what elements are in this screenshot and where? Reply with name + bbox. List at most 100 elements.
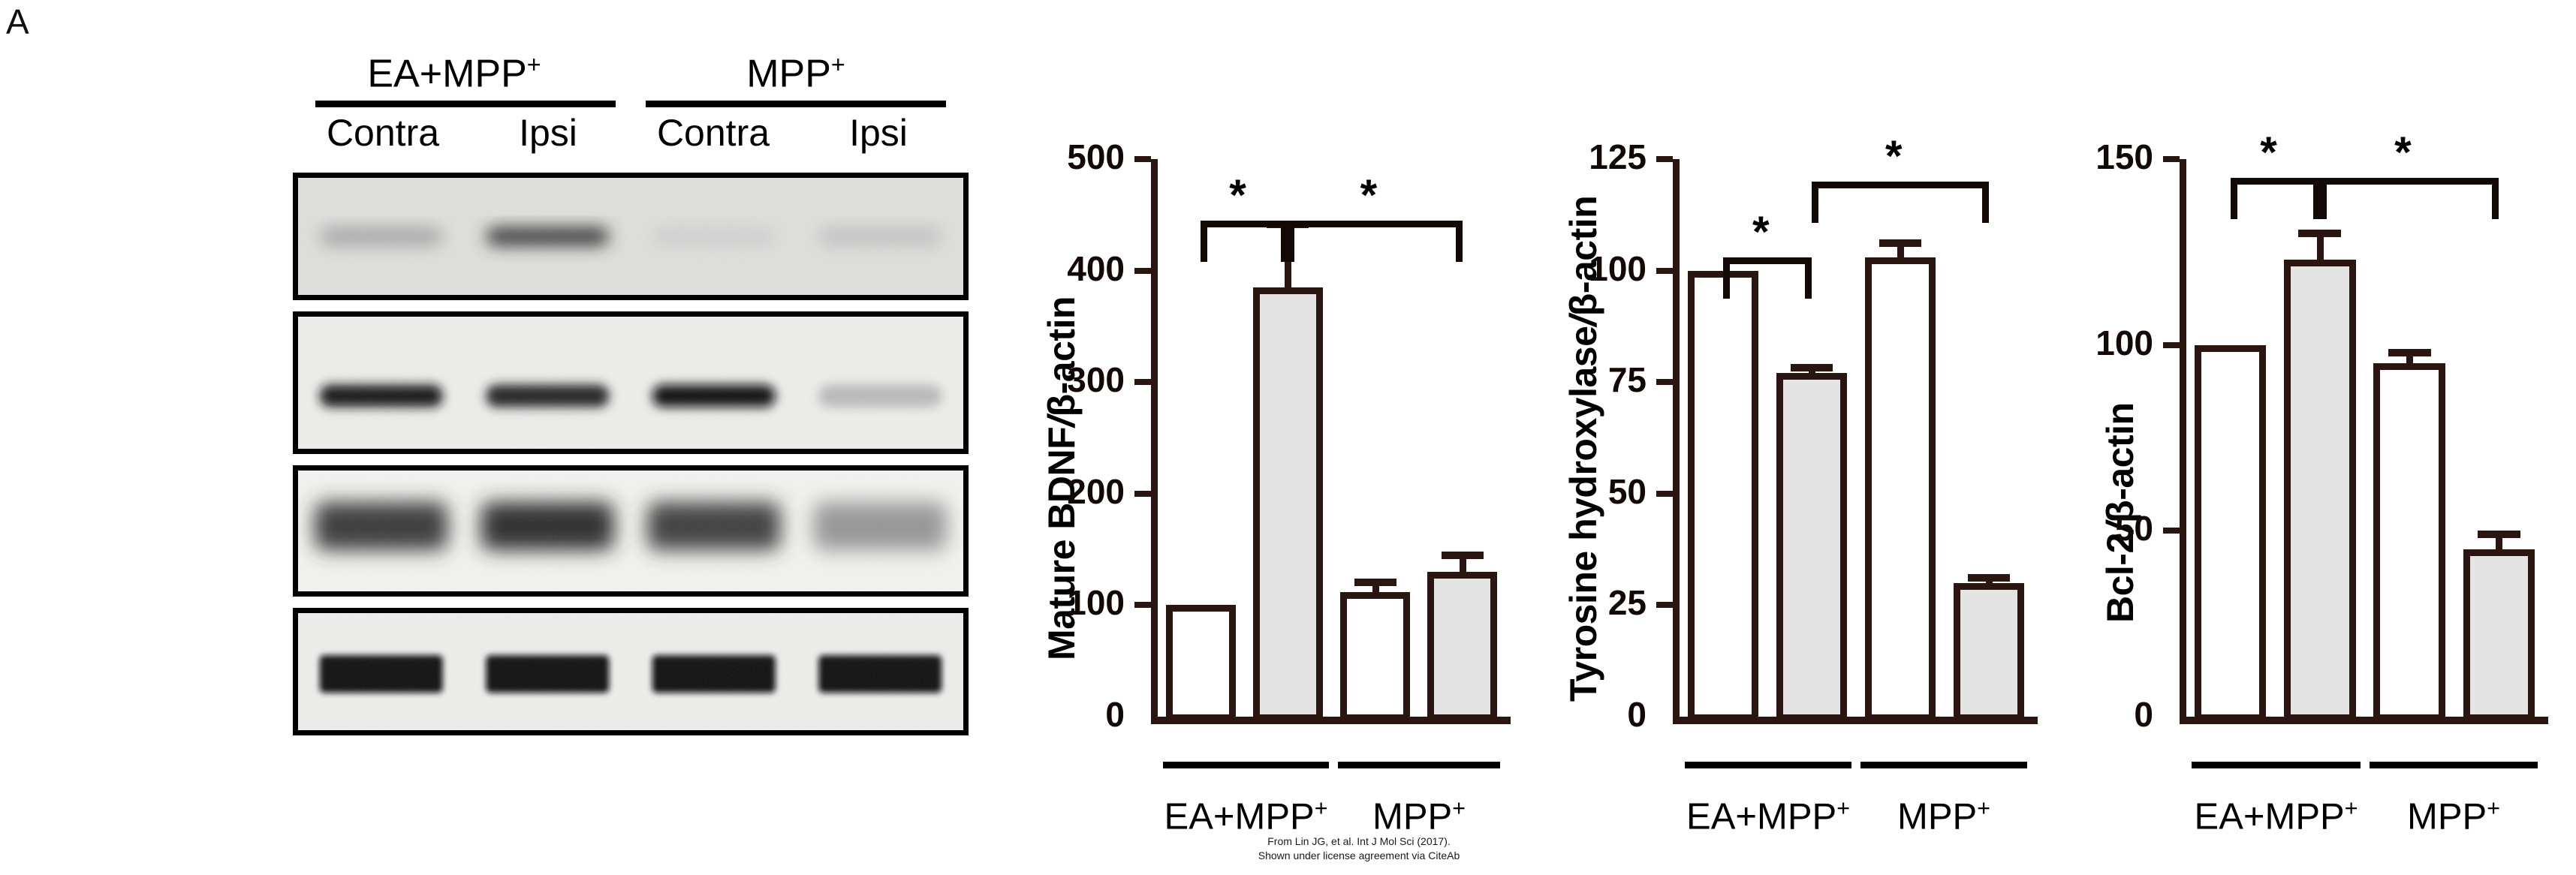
y-axis-tick-label: 0 xyxy=(1627,695,1647,734)
attribution-line-2: Shown under license agreement via CiteAb xyxy=(1258,849,1460,861)
significance-bracket-leg xyxy=(1455,220,1463,262)
significance-bracket-leg xyxy=(2312,177,2320,219)
significance-bracket-leg xyxy=(1723,257,1730,299)
x-group-rule xyxy=(1685,762,1851,768)
bar xyxy=(1252,287,1323,721)
x-group-label: MPP+ xyxy=(1293,795,1545,837)
x-group-label: MPP + xyxy=(2324,795,2576,837)
y-axis-tick xyxy=(1656,379,1673,386)
blot-image-bcl-2 xyxy=(298,471,963,591)
blot-image-tyrosine-hydroxylase xyxy=(298,317,963,449)
x-group-label-superscript: + xyxy=(1836,795,1850,821)
bar xyxy=(1953,582,2025,721)
significance-bracket-leg xyxy=(1982,181,1989,223)
significance-marker: * xyxy=(1885,131,1903,181)
x-axis-line xyxy=(1673,717,2038,724)
error-bar-cap xyxy=(2477,531,2520,539)
blot-group-rule-mpp xyxy=(646,101,946,107)
y-axis-tick-label: 100 xyxy=(1067,583,1125,623)
y-axis-tick-label: 100 xyxy=(2095,323,2153,362)
error-bar-stem xyxy=(2316,230,2324,260)
significance-bracket xyxy=(2319,177,2499,185)
y-axis-tick xyxy=(1134,602,1151,609)
blot-row-bcl-2 xyxy=(293,465,969,597)
y-axis-line xyxy=(1673,159,1680,724)
blot-lane-header-1: Contra xyxy=(326,112,440,154)
significance-bracket-leg xyxy=(1288,220,1295,262)
y-axis-tick xyxy=(1656,490,1673,497)
significance-bracket-leg xyxy=(2230,177,2237,219)
significance-bracket-leg xyxy=(1281,220,1288,262)
bar xyxy=(1165,605,1236,721)
x-axis-line xyxy=(1151,717,1511,724)
y-axis-tick-label: 300 xyxy=(1067,360,1125,400)
y-axis-tick-label: 50 xyxy=(2114,509,2153,549)
y-axis-line xyxy=(1151,159,1158,724)
western-blot-block: EA+MPP+ MPP+ Contra Ipsi Contra Ipsi Mat… xyxy=(0,51,991,848)
error-bar-cap xyxy=(2298,230,2342,238)
y-axis-tick-label: 150 xyxy=(2095,137,2153,176)
y-axis-tick xyxy=(2163,156,2180,162)
error-bar-stem xyxy=(1459,552,1466,572)
blot-group-header-mpp: MPP+ xyxy=(746,51,845,96)
y-axis-line xyxy=(2180,159,2186,724)
panel-letter: A xyxy=(6,2,29,41)
x-group-rule xyxy=(2370,762,2538,768)
blot-lane-header-4: Ipsi xyxy=(849,112,908,154)
significance-bracket xyxy=(2230,177,2320,185)
y-axis-tick xyxy=(1134,490,1151,497)
blot-row-tyrosine-hydroxylase xyxy=(293,311,969,454)
x-group-label-text: MPP xyxy=(2407,796,2487,837)
significance-marker: * xyxy=(2260,128,2277,177)
x-group-label-superscript: + xyxy=(1977,795,1990,821)
x-group-label-superscript: + xyxy=(2344,795,2358,821)
blot-lane-header-3: Contra xyxy=(656,112,770,154)
error-bar-cap xyxy=(1879,239,1922,247)
error-bar-cap xyxy=(1441,552,1484,560)
error-bar-cap xyxy=(1354,578,1396,586)
error-bar-stem xyxy=(2496,531,2503,550)
y-axis-tick xyxy=(1656,267,1673,274)
significance-bracket xyxy=(1723,257,1812,264)
x-group-label: EA+MPP+ xyxy=(1118,795,1374,837)
y-axis-tick-label: 0 xyxy=(1105,695,1125,734)
x-group-rule xyxy=(1338,762,1500,768)
blot-group-header-ea-mpp: EA+MPP+ xyxy=(367,51,541,96)
significance-marker: * xyxy=(1229,170,1246,220)
y-axis-tick-label: 125 xyxy=(1589,137,1647,176)
y-axis-tick xyxy=(1656,602,1673,609)
error-bar-cap xyxy=(2388,348,2431,356)
bar xyxy=(2373,363,2445,721)
significance-bracket xyxy=(1288,220,1463,227)
error-bar-cap xyxy=(1967,573,2011,582)
blot-image-beta-actin xyxy=(298,613,963,730)
y-axis-label-denominator: β-actin xyxy=(2099,402,2141,523)
x-group-label: EA+MPP+ xyxy=(2147,795,2406,837)
significance-bracket xyxy=(1201,220,1288,227)
bar xyxy=(2463,549,2535,721)
y-axis-tick xyxy=(1134,156,1151,162)
x-group-label-text: EA+MPP xyxy=(1686,796,1837,837)
x-group-label-superscript: + xyxy=(1452,795,1466,821)
y-axis-tick-label: 400 xyxy=(1067,248,1125,288)
error-bar-cap xyxy=(1790,364,1833,372)
blot-row-beta-actin xyxy=(293,608,969,735)
y-axis-tick-label: 25 xyxy=(1607,583,1647,623)
attribution: From Lin JG, et al. Int J Mol Sci (2017)… xyxy=(1201,834,1517,863)
blot-header: EA+MPP+ MPP+ Contra Ipsi Contra Ipsi xyxy=(293,51,969,165)
y-axis-tick-label: 500 xyxy=(1067,137,1125,176)
x-group-label-superscript: + xyxy=(1314,795,1328,821)
y-axis-label-slash: / xyxy=(1041,416,1083,427)
error-bar-stem xyxy=(1897,239,1904,257)
x-group-rule xyxy=(1860,762,2027,768)
y-axis-tick xyxy=(1134,379,1151,386)
significance-bracket xyxy=(1812,181,1989,188)
bar xyxy=(1776,373,1848,721)
y-axis-tick xyxy=(2163,341,2180,348)
blot-row-mature-bdnf xyxy=(293,173,969,300)
significance-bracket-leg xyxy=(1805,257,1812,299)
blot-group-rule-ea-mpp xyxy=(315,101,616,107)
x-group-rule xyxy=(2192,762,2361,768)
bar xyxy=(1427,571,1498,721)
